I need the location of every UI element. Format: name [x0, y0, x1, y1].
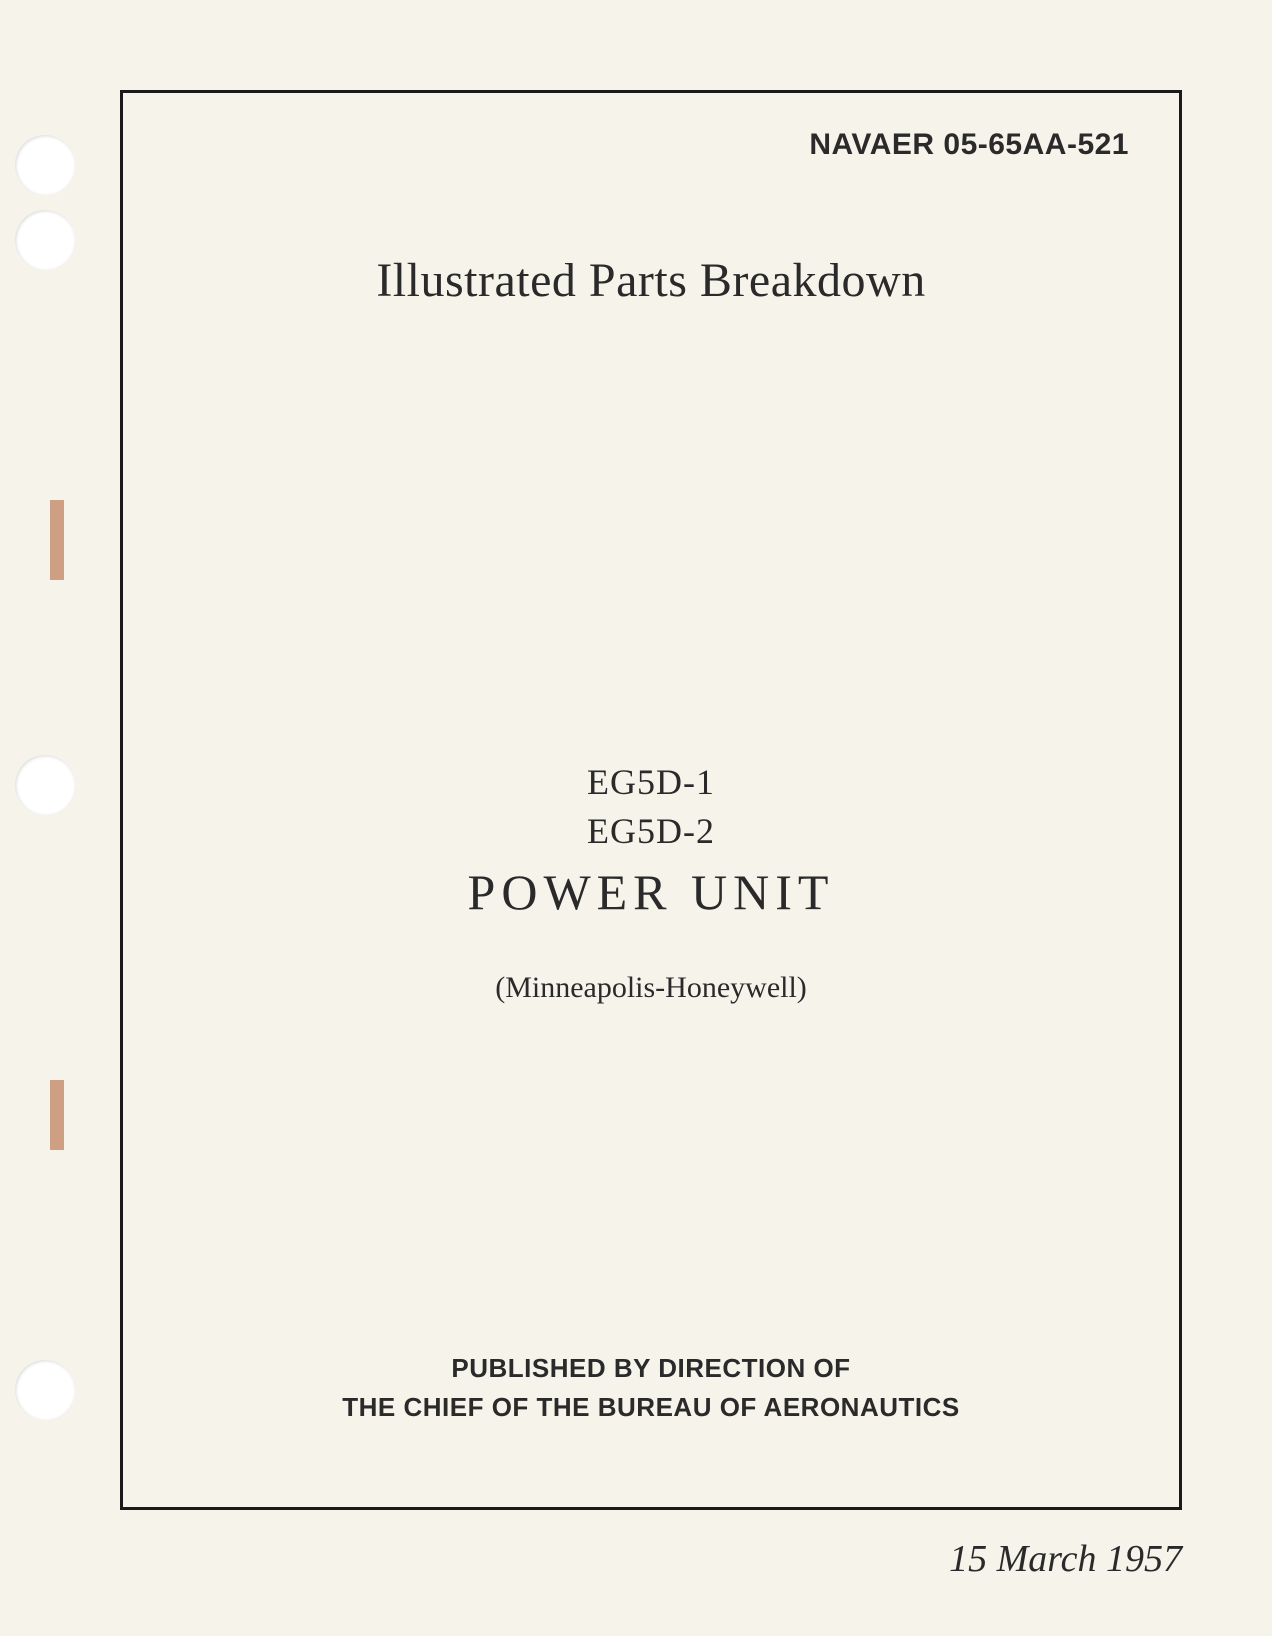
model-number-1: EG5D-1	[173, 758, 1129, 807]
model-number-2: EG5D-2	[173, 807, 1129, 856]
punch-hole	[15, 210, 75, 270]
paper-stain	[50, 1080, 64, 1150]
punch-hole	[15, 1360, 75, 1420]
paper-stain	[50, 500, 64, 580]
publisher-line-2: THE CHIEF OF THE BUREAU OF AERONAUTICS	[123, 1388, 1179, 1427]
publisher-block: PUBLISHED BY DIRECTION OF THE CHIEF OF T…	[123, 1349, 1179, 1427]
unit-title: POWER UNIT	[173, 863, 1129, 921]
publication-date: 15 March 1957	[949, 1537, 1182, 1581]
model-block: EG5D-1 EG5D-2 POWER UNIT	[173, 758, 1129, 921]
publisher-line-1: PUBLISHED BY DIRECTION OF	[123, 1349, 1179, 1388]
punch-hole	[15, 135, 75, 195]
punch-hole	[15, 755, 75, 815]
cover-frame: NAVAER 05-65AA-521 Illustrated Parts Bre…	[120, 90, 1182, 1510]
manufacturer-name: (Minneapolis-Honeywell)	[173, 971, 1129, 1005]
main-title: Illustrated Parts Breakdown	[173, 253, 1129, 308]
document-number: NAVAER 05-65AA-521	[809, 128, 1129, 162]
document-page: NAVAER 05-65AA-521 Illustrated Parts Bre…	[0, 0, 1272, 1636]
